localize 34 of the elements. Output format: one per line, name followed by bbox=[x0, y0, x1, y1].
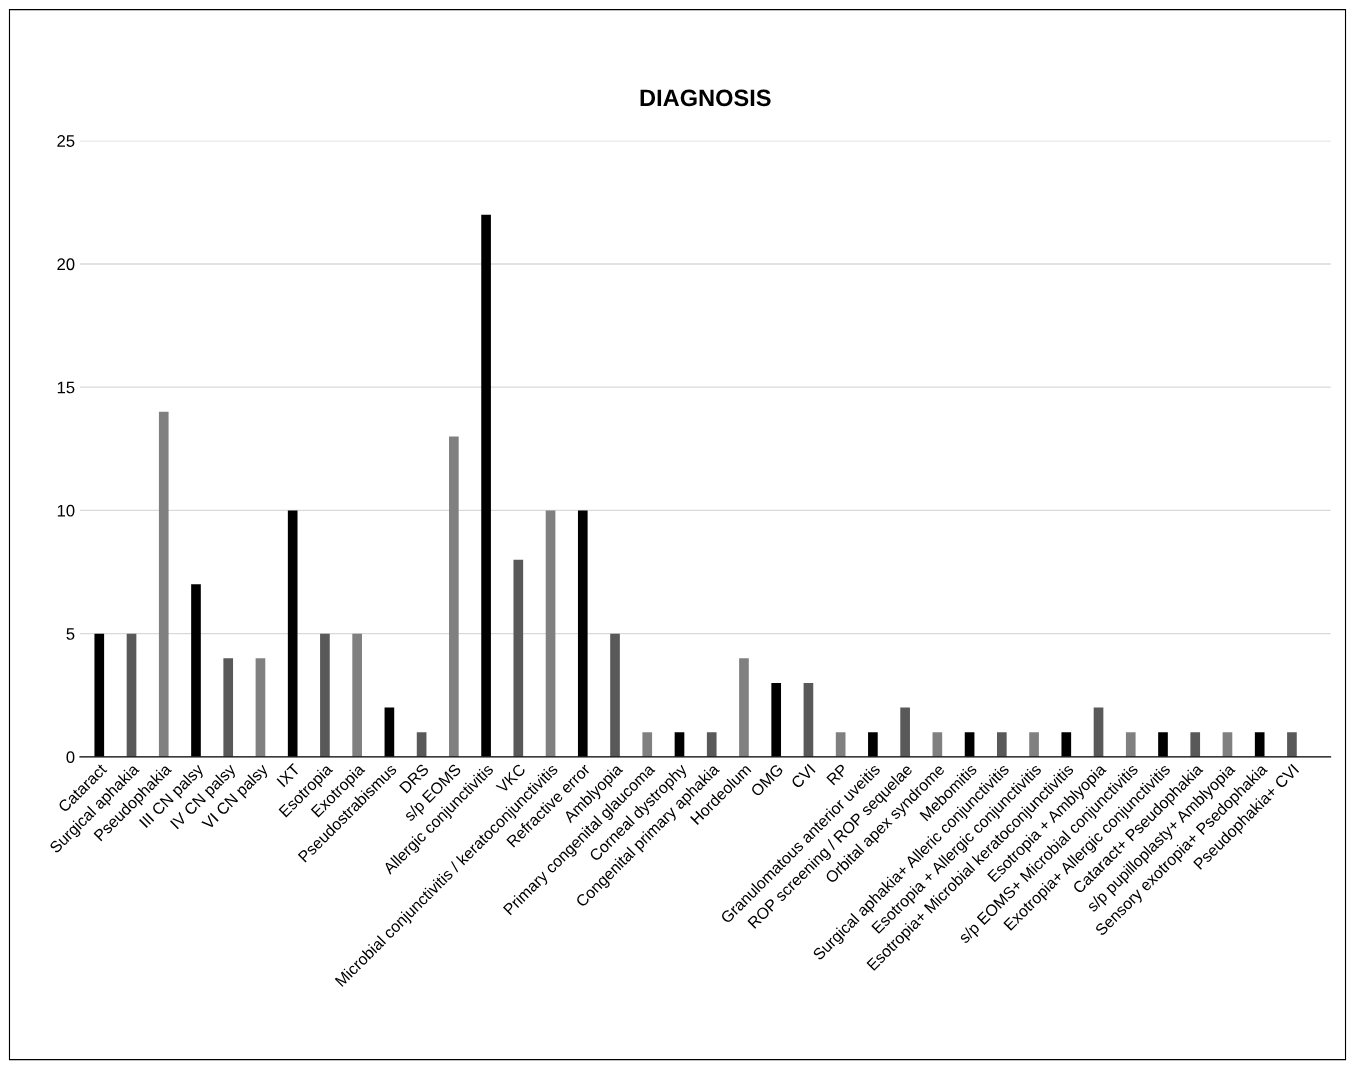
bar bbox=[1125, 732, 1136, 757]
bar bbox=[449, 436, 459, 757]
bar bbox=[320, 633, 330, 757]
bar bbox=[803, 682, 814, 757]
bar bbox=[1029, 732, 1039, 757]
y-tick-label: 25 bbox=[57, 135, 75, 147]
bar bbox=[996, 732, 1007, 757]
bar bbox=[642, 732, 653, 757]
bar bbox=[513, 559, 524, 757]
bar bbox=[223, 658, 234, 757]
chart-title: DIAGNOSIS bbox=[640, 89, 771, 107]
y-tick-label: 10 bbox=[57, 504, 75, 517]
y-tick-label: 5 bbox=[66, 628, 75, 640]
bar bbox=[835, 732, 846, 757]
bar bbox=[158, 411, 169, 757]
bar bbox=[932, 732, 943, 757]
bar bbox=[255, 658, 266, 757]
y-tick-label: 20 bbox=[57, 258, 75, 271]
bar bbox=[126, 633, 137, 757]
bar bbox=[352, 633, 362, 757]
y-tick-label: 0 bbox=[66, 751, 75, 764]
bar bbox=[545, 510, 556, 757]
bar bbox=[706, 732, 717, 757]
bar bbox=[1093, 707, 1104, 757]
bar bbox=[610, 633, 620, 757]
bar bbox=[1222, 732, 1233, 757]
bar bbox=[1287, 732, 1297, 757]
bar bbox=[739, 658, 749, 757]
x-tick-label: RP bbox=[826, 763, 849, 786]
bar bbox=[900, 707, 910, 757]
bar bbox=[416, 732, 427, 757]
bar bbox=[1190, 732, 1201, 757]
x-tick-label: CVI bbox=[790, 763, 816, 789]
y-tick-label: 15 bbox=[57, 381, 75, 394]
